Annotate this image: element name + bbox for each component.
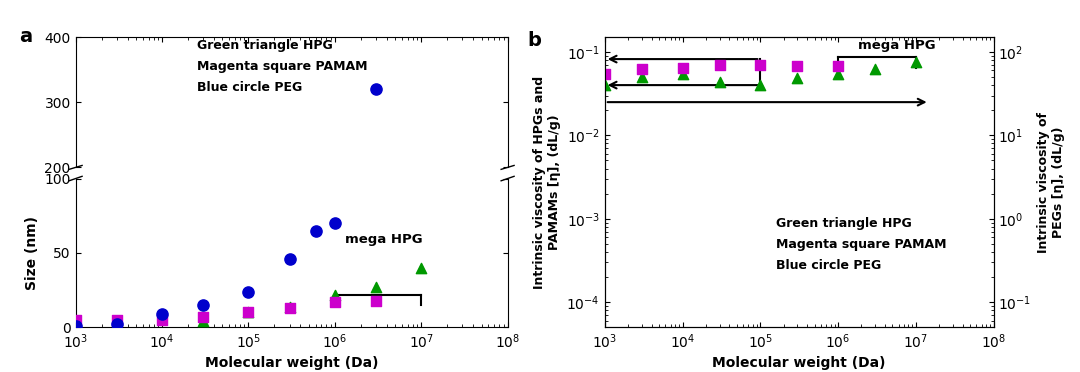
Point bbox=[907, 356, 924, 362]
Point bbox=[326, 299, 343, 305]
Point bbox=[711, 62, 728, 68]
Point bbox=[674, 71, 691, 77]
Point bbox=[240, 288, 257, 294]
Text: mega HPG: mega HPG bbox=[345, 232, 422, 246]
Point bbox=[194, 302, 212, 308]
Point bbox=[108, 293, 125, 299]
Point bbox=[67, 291, 84, 297]
Point bbox=[108, 291, 125, 297]
Point bbox=[108, 317, 125, 323]
Point bbox=[788, 76, 806, 81]
Point bbox=[281, 285, 298, 291]
Point bbox=[866, 66, 883, 72]
Text: b: b bbox=[527, 31, 541, 50]
Point bbox=[307, 252, 324, 258]
Point bbox=[67, 294, 84, 300]
Point bbox=[281, 264, 298, 270]
Point bbox=[67, 317, 84, 323]
Point bbox=[674, 64, 691, 70]
Point bbox=[752, 62, 769, 68]
Point bbox=[194, 318, 212, 324]
Point bbox=[194, 290, 212, 296]
Text: Green triangle HPG
Magenta square PAMAM
Blue circle PEG: Green triangle HPG Magenta square PAMAM … bbox=[197, 38, 367, 93]
Point bbox=[307, 228, 324, 234]
Point bbox=[153, 317, 171, 323]
Y-axis label: Intrinsic viscosity of
PEGs [η], (dL/g): Intrinsic viscosity of PEGs [η], (dL/g) bbox=[1037, 112, 1065, 253]
Point bbox=[367, 283, 384, 289]
Point bbox=[413, 265, 430, 271]
Point bbox=[596, 82, 613, 88]
Point bbox=[829, 71, 847, 77]
Y-axis label: Size (nm): Size (nm) bbox=[25, 216, 39, 290]
Point bbox=[240, 279, 257, 285]
Point bbox=[281, 305, 298, 311]
Point bbox=[240, 288, 257, 294]
X-axis label: Molecular weight (Da): Molecular weight (Da) bbox=[205, 356, 378, 371]
Point bbox=[711, 80, 728, 86]
Point bbox=[153, 291, 171, 297]
Point bbox=[326, 220, 343, 226]
Point bbox=[240, 310, 257, 315]
Point bbox=[153, 289, 171, 295]
Point bbox=[326, 249, 343, 255]
Text: Green triangle HPG
Magenta square PAMAM
Blue circle PEG: Green triangle HPG Magenta square PAMAM … bbox=[775, 217, 946, 272]
Point bbox=[194, 292, 212, 298]
Point bbox=[240, 310, 257, 315]
Point bbox=[752, 82, 769, 88]
Point bbox=[326, 283, 343, 289]
Point bbox=[67, 323, 84, 329]
Y-axis label: Intrinsic viscosity of HPGs and
PAMAMs [η], (dL/g): Intrinsic viscosity of HPGs and PAMAMs [… bbox=[532, 76, 561, 289]
Text: a: a bbox=[19, 27, 32, 46]
Point bbox=[829, 63, 847, 69]
Point bbox=[108, 321, 125, 327]
Text: mega HPG: mega HPG bbox=[858, 39, 935, 52]
Point bbox=[326, 280, 343, 286]
Point bbox=[367, 86, 384, 92]
Point bbox=[367, 298, 384, 304]
Point bbox=[633, 74, 650, 80]
Point bbox=[596, 71, 613, 77]
Point bbox=[194, 285, 212, 291]
Point bbox=[907, 60, 924, 65]
Point bbox=[788, 63, 806, 69]
Point bbox=[633, 66, 650, 72]
Point bbox=[281, 286, 298, 292]
Point bbox=[281, 256, 298, 262]
Point bbox=[240, 289, 257, 295]
Point bbox=[367, 284, 384, 290]
Point bbox=[153, 311, 171, 317]
X-axis label: Molecular weight (Da): Molecular weight (Da) bbox=[713, 356, 886, 371]
Point bbox=[194, 314, 212, 320]
Point bbox=[367, 277, 384, 283]
Point bbox=[281, 304, 298, 310]
Point bbox=[326, 292, 343, 298]
Point bbox=[413, 269, 430, 275]
